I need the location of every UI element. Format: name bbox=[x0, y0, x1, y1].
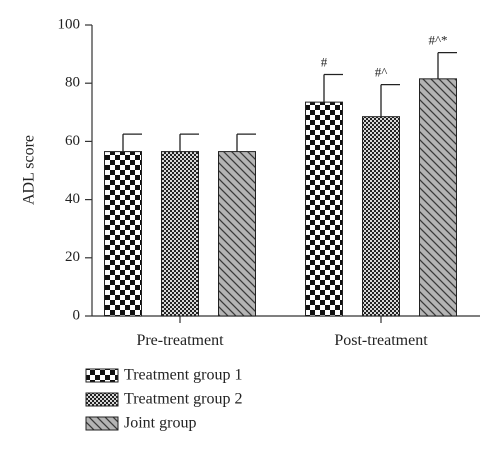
legend-swatch bbox=[85, 392, 119, 407]
x-ticks: Pre-treatment Post-treatment bbox=[136, 316, 428, 349]
bars: # #^ #^* bbox=[104, 33, 457, 317]
y-axis-label: ADL score bbox=[21, 135, 38, 205]
y-tick-label: 100 bbox=[58, 16, 81, 32]
legend-swatch bbox=[85, 368, 119, 383]
legend: Treatment group 1 Treatment group 2 Joint … bbox=[85, 367, 243, 432]
y-ticks: 0 20 40 60 80 100 bbox=[58, 16, 92, 323]
significance-label: #^ bbox=[375, 65, 388, 80]
y-tick-label: 60 bbox=[65, 133, 80, 149]
y-tick-label: 20 bbox=[65, 249, 80, 265]
bar bbox=[104, 151, 142, 317]
bar bbox=[419, 78, 457, 317]
legend-label: Treatment group 2 bbox=[124, 391, 243, 408]
legend-label: Treatment group 1 bbox=[124, 367, 243, 384]
x-tick-label: Pre-treatment bbox=[136, 332, 224, 349]
legend-label: Joint group bbox=[124, 415, 196, 432]
y-tick-label: 80 bbox=[65, 75, 80, 91]
x-tick-label: Post-treatment bbox=[334, 332, 428, 349]
bar bbox=[161, 151, 199, 317]
y-tick-label: 0 bbox=[73, 307, 81, 323]
legend-swatch bbox=[85, 416, 119, 431]
significance-label: #^* bbox=[428, 33, 447, 48]
significance-label: # bbox=[321, 54, 328, 69]
bar bbox=[362, 116, 400, 317]
y-tick-label: 40 bbox=[65, 191, 80, 207]
bar bbox=[218, 151, 256, 317]
bar bbox=[305, 101, 343, 317]
